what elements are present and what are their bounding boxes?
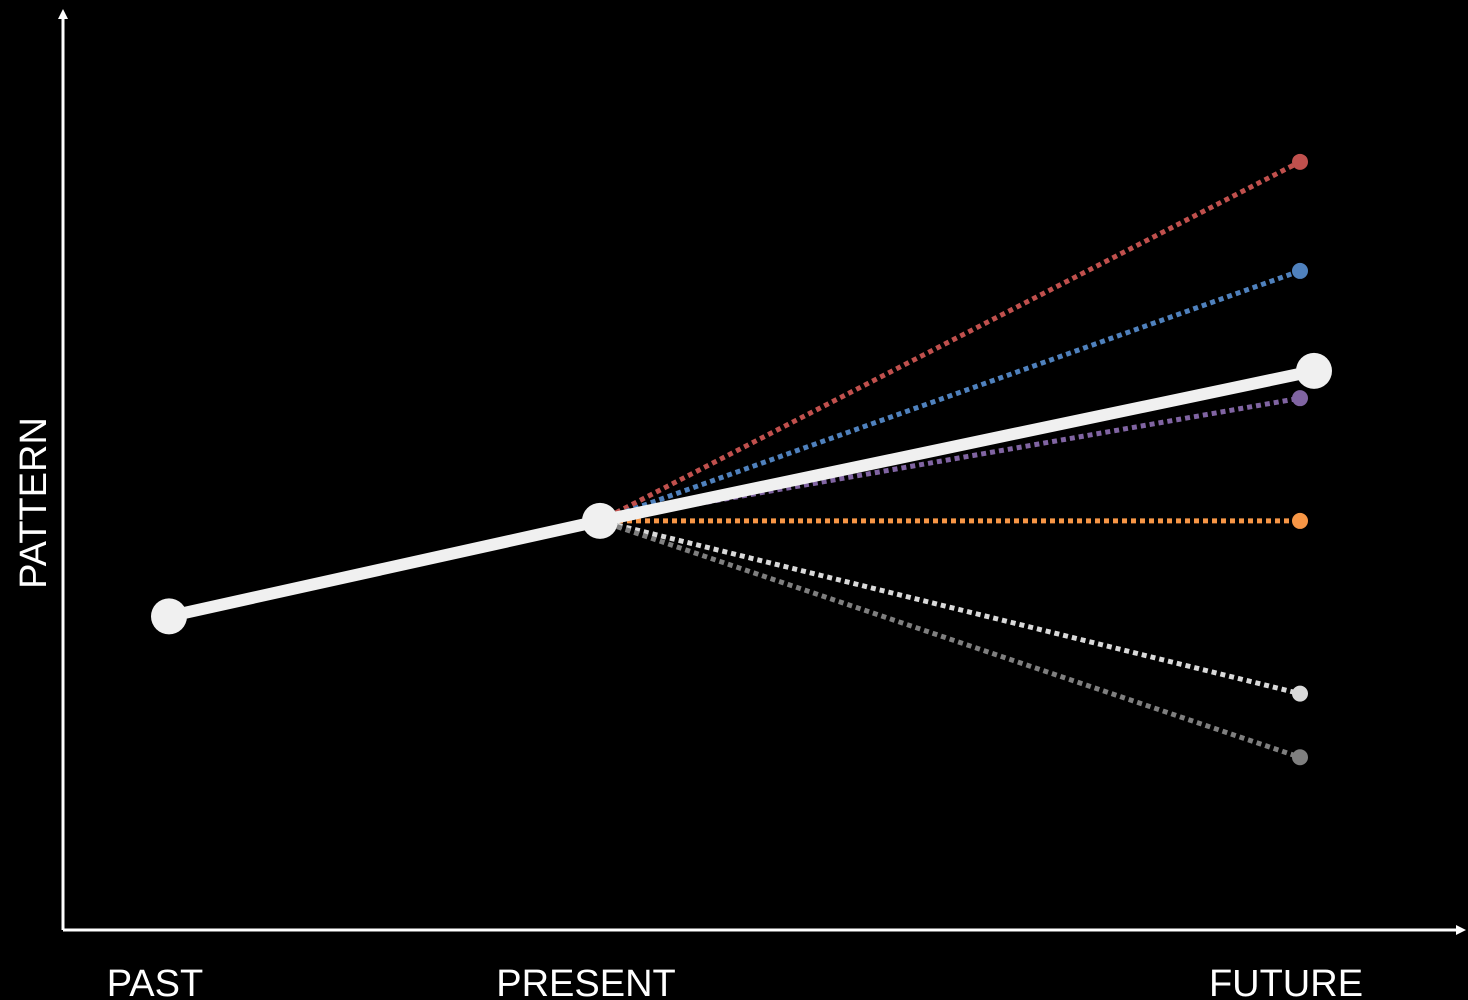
scenario-point-5 (1292, 685, 1308, 702)
main-point-present (582, 502, 618, 539)
x-tick-labels: PAST PRESENT FUTURE (107, 963, 1363, 1000)
scenario-line-6 (599, 518, 1301, 760)
scenario-lines (598, 159, 1302, 760)
x-tick-label-present: PRESENT (496, 963, 675, 1000)
scenario-point-6 (1292, 749, 1308, 766)
main-point-future (1296, 352, 1332, 389)
main-point-past (151, 598, 187, 635)
scenario-line-1 (598, 159, 1302, 524)
x-tick-label-past: PAST (107, 963, 203, 1000)
y-axis-label: PATTERN (13, 417, 55, 589)
main-trend-line (163, 364, 1320, 623)
main-trend-path (163, 364, 1320, 623)
data-markers (151, 153, 1332, 766)
scenario-point-4 (1292, 512, 1308, 529)
scenario-point-3 (1292, 390, 1308, 407)
x-tick-label-future: FUTURE (1209, 963, 1363, 1000)
scenario-point-1 (1292, 153, 1308, 170)
scenario-line-2 (599, 268, 1301, 524)
scenario-point-2 (1292, 262, 1308, 279)
scenario-line-5 (599, 518, 1301, 697)
